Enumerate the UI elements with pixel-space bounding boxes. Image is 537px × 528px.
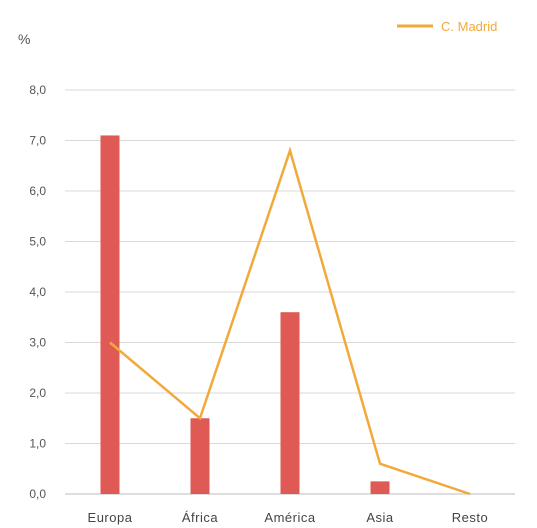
legend-label-c-madrid: C. Madrid	[441, 19, 497, 34]
y-tick-label: 8,0	[29, 83, 46, 97]
x-category-label: Europa	[88, 510, 133, 525]
y-tick-label: 7,0	[29, 134, 46, 148]
y-axis-ticks: 0,0 1,0 2,0 3,0 4,0 5,0 6,0 7,0 8,0	[29, 83, 46, 501]
bar-series	[100, 135, 390, 494]
x-category-label: América	[264, 510, 315, 525]
x-axis-categories: Europa África América Asia Resto	[88, 510, 488, 525]
line-series	[109, 146, 471, 496]
y-tick-label: 2,0	[29, 386, 46, 400]
grid-lines	[65, 89, 515, 495]
y-tick-label: 4,0	[29, 285, 46, 299]
x-category-label: Resto	[452, 510, 488, 525]
bar	[370, 481, 390, 494]
x-category-label: Asia	[366, 510, 394, 525]
y-tick-label: 1,0	[29, 437, 46, 451]
bar	[280, 312, 300, 494]
bar	[190, 418, 210, 494]
legend: C. Madrid	[397, 19, 497, 34]
y-tick-label: 5,0	[29, 235, 46, 249]
bar	[100, 135, 120, 494]
y-tick-label: 3,0	[29, 336, 46, 350]
x-category-label: África	[182, 510, 219, 525]
y-axis-unit: %	[18, 31, 30, 47]
y-tick-label: 0,0	[29, 487, 46, 501]
y-tick-label: 6,0	[29, 184, 46, 198]
